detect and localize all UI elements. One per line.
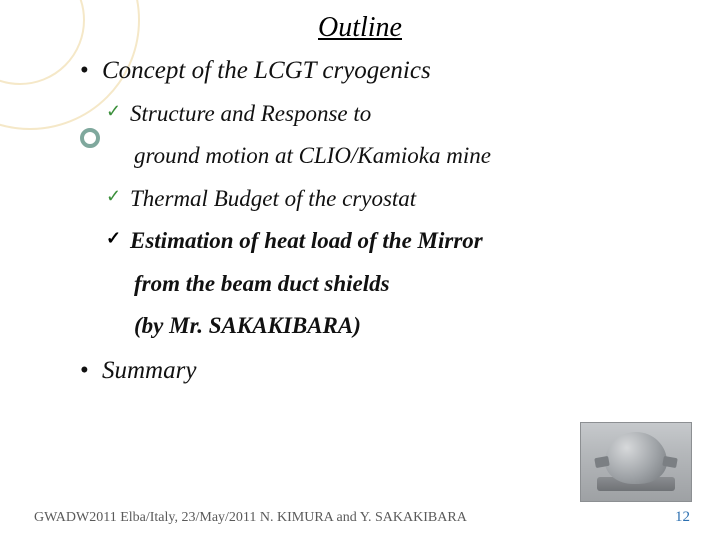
bullet-text: Concept of the LCGT cryogenics: [102, 57, 431, 84]
cryostat-thumbnail: [580, 422, 692, 502]
accent-ring-icon: [80, 128, 100, 148]
bullet-list: Concept of the LCGT cryogenics ✓ Structu…: [40, 50, 680, 392]
thumb-dome: [605, 432, 667, 484]
sub-item: ✓ Structure and Response to ground motio…: [130, 93, 680, 178]
check-icon: ✓: [106, 222, 121, 255]
slide-title: Outline: [40, 12, 680, 44]
sub-line: (by Mr. SAKAKIBARA): [130, 313, 361, 338]
sub-line: ground motion at CLIO/Kamioka mine: [130, 143, 491, 168]
bullet-item: Summary: [102, 350, 680, 393]
bullet-item: Concept of the LCGT cryogenics ✓ Structu…: [102, 50, 680, 348]
sub-item: ✓ Thermal Budget of the cryostat: [130, 178, 680, 221]
sub-line: Structure and Response to: [130, 101, 371, 126]
sub-line: Estimation of heat load of the Mirror: [130, 228, 483, 253]
sub-item: ✓ Estimation of heat load of the Mirror …: [130, 220, 680, 348]
check-icon: ✓: [106, 95, 121, 128]
sub-line: Thermal Budget of the cryostat: [130, 186, 416, 211]
sub-list: ✓ Structure and Response to ground motio…: [102, 93, 680, 348]
bullet-text: Summary: [102, 357, 196, 384]
sub-line: from the beam duct shields: [130, 271, 390, 296]
check-icon: ✓: [106, 180, 121, 213]
